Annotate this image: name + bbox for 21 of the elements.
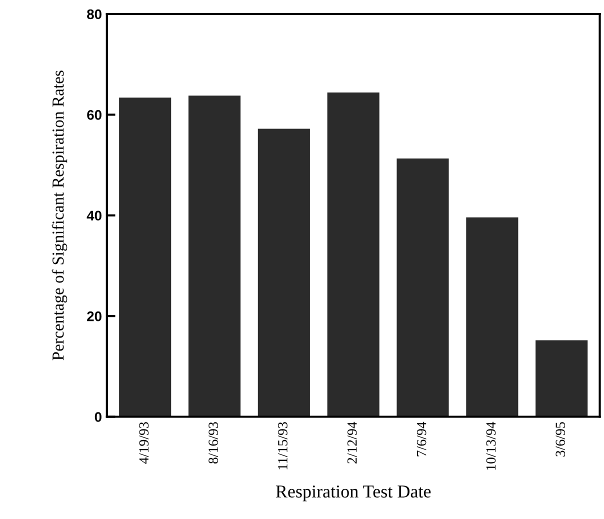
- y-tick-label: 20: [87, 311, 102, 322]
- x-tick-label: 2/12/94: [347, 422, 357, 464]
- x-tick-label: 11/15/93: [278, 422, 288, 470]
- bar: [188, 96, 241, 417]
- x-tick-label: 8/16/93: [208, 422, 218, 464]
- y-axis-title: Percentage of Significant Respiration Rates: [52, 70, 68, 360]
- bar: [258, 128, 310, 417]
- x-tick-label: 3/6/95: [556, 422, 566, 456]
- x-tick-label: 4/19/93: [139, 422, 149, 464]
- x-axis-title: Respiration Test Date: [276, 485, 431, 502]
- bar: [327, 92, 380, 417]
- bar: [119, 98, 172, 417]
- y-tick-label: 40: [86, 210, 102, 221]
- bar: [396, 158, 449, 417]
- x-tick-label: 7/6/94: [416, 422, 426, 456]
- y-tick-label: 0: [94, 412, 102, 422]
- x-tick-label: 10/13/94: [486, 422, 496, 470]
- y-tick-label: 60: [87, 110, 102, 120]
- bar: [536, 340, 588, 417]
- bar: [466, 217, 518, 417]
- y-tick-label: 80: [87, 9, 102, 20]
